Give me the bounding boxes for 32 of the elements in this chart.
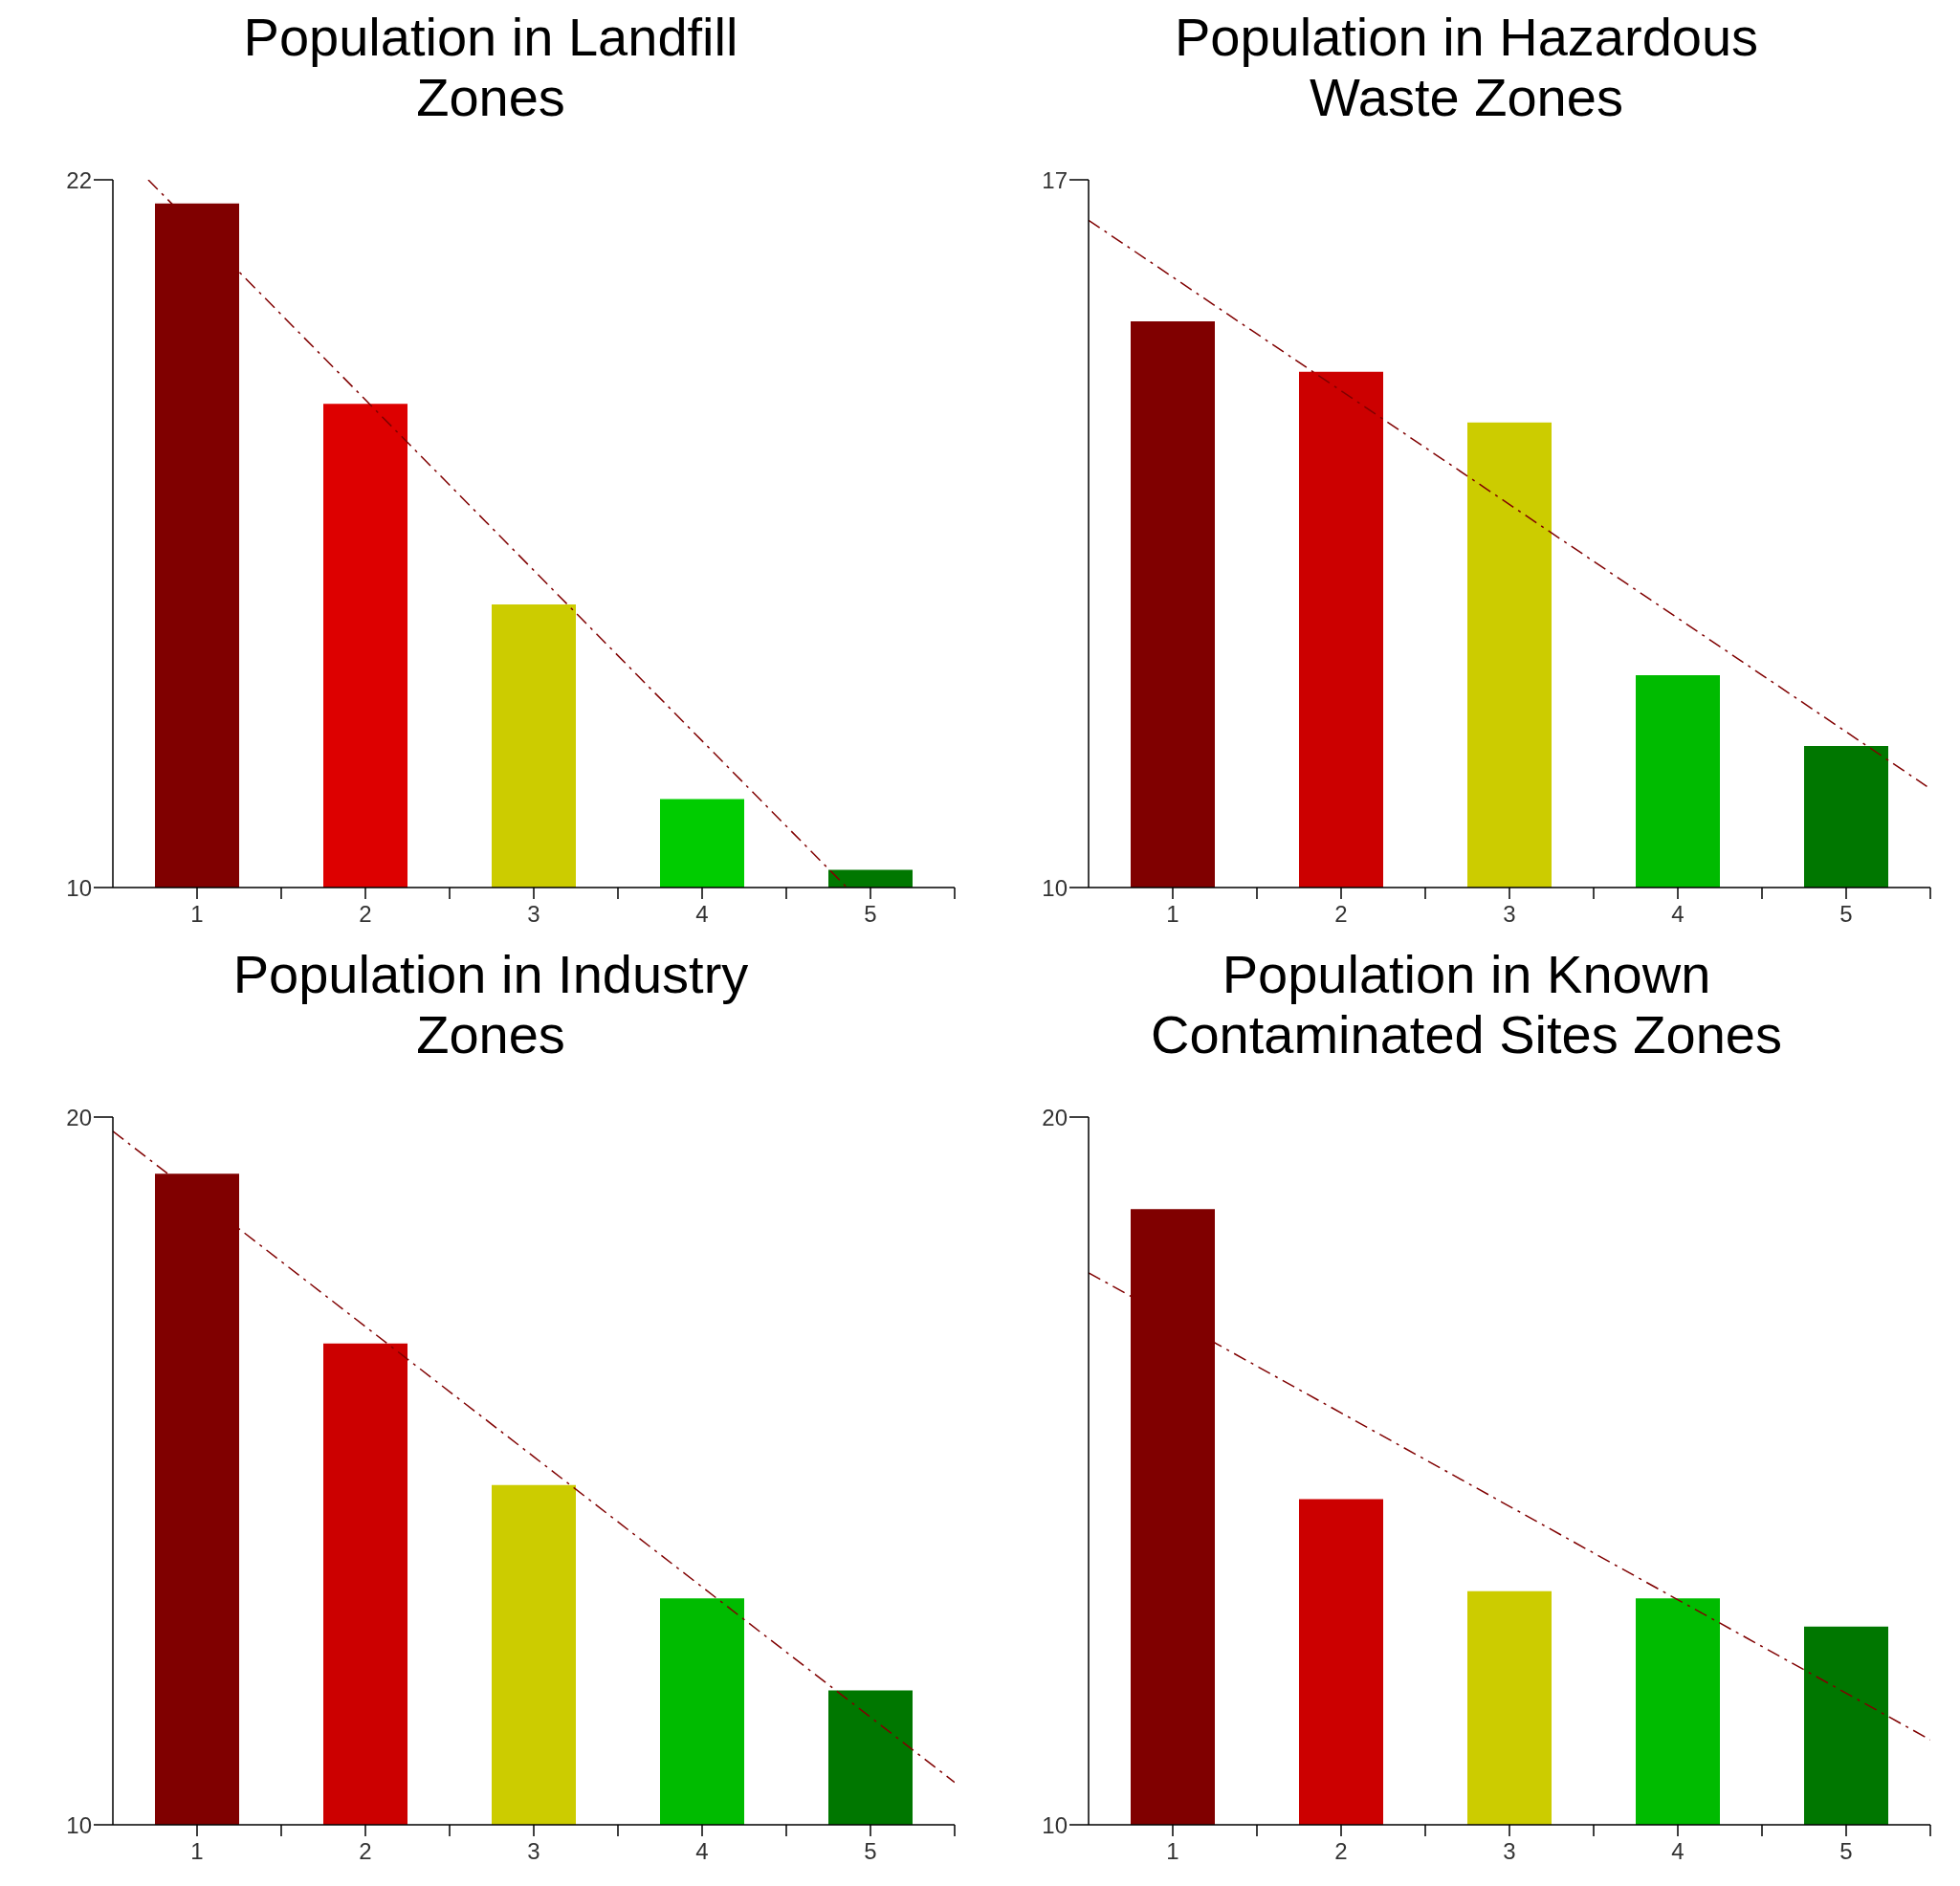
chart-title: Population in Landfill Zones bbox=[243, 7, 738, 129]
y-tick-label: 10 bbox=[1042, 874, 1068, 901]
x-tick-label: 5 bbox=[864, 901, 877, 927]
x-tick-label: 2 bbox=[1334, 1838, 1348, 1864]
y-tick-label: 10 bbox=[66, 1811, 92, 1838]
y-tick-label: 20 bbox=[66, 1104, 92, 1130]
x-tick-label: 5 bbox=[1839, 901, 1853, 927]
x-tick-label: 5 bbox=[1839, 1838, 1853, 1864]
x-tick-label: 1 bbox=[190, 901, 204, 927]
x-tick-label: 1 bbox=[190, 1838, 204, 1864]
chart-title: Population in Known Contaminated Sites Zones bbox=[1151, 944, 1782, 1066]
y-tick-label: 10 bbox=[66, 874, 92, 901]
x-tick-label: 4 bbox=[1671, 1838, 1685, 1864]
x-tick-label: 3 bbox=[527, 901, 540, 927]
x-tick-label: 2 bbox=[359, 901, 372, 927]
y-tick-label: 17 bbox=[1042, 166, 1068, 193]
x-tick-label: 4 bbox=[695, 1838, 709, 1864]
x-tick-label: 3 bbox=[527, 1838, 540, 1864]
x-tick-label: 3 bbox=[1503, 901, 1516, 927]
x-tick-label: 2 bbox=[359, 1838, 372, 1864]
x-tick-label: 1 bbox=[1166, 901, 1179, 927]
x-tick-label: 3 bbox=[1503, 1838, 1516, 1864]
x-tick-label: 2 bbox=[1334, 901, 1348, 927]
x-tick-label: 1 bbox=[1166, 1838, 1179, 1864]
y-tick-label: 22 bbox=[66, 166, 92, 193]
y-tick-label: 10 bbox=[1042, 1811, 1068, 1838]
y-tick-label: 20 bbox=[1042, 1104, 1068, 1130]
chart-title: Population in Industry Zones bbox=[232, 944, 749, 1066]
x-tick-label: 4 bbox=[1671, 901, 1685, 927]
x-tick-label: 4 bbox=[695, 901, 709, 927]
x-tick-label: 5 bbox=[864, 1838, 877, 1864]
chart-title: Population in Hazardous Waste Zones bbox=[1174, 7, 1759, 129]
